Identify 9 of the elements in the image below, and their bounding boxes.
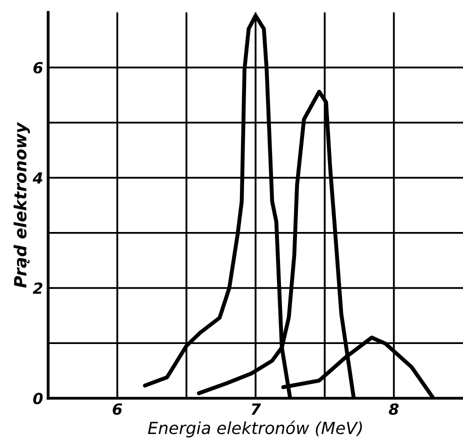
y-tick-label: 2 bbox=[32, 282, 42, 294]
y-tick-label: 0 bbox=[33, 392, 43, 404]
x-axis-title: Energia elektronów (MeV) bbox=[148, 420, 362, 438]
x-tick-label: 8 bbox=[388, 403, 399, 415]
y-tick-label: 6 bbox=[33, 62, 43, 74]
y-tick-label: 4 bbox=[32, 172, 42, 184]
x-tick-label: 6 bbox=[112, 403, 122, 415]
x-tick-label: 7 bbox=[251, 404, 261, 415]
y-axis-title: Prąd elektronowy bbox=[14, 122, 30, 288]
